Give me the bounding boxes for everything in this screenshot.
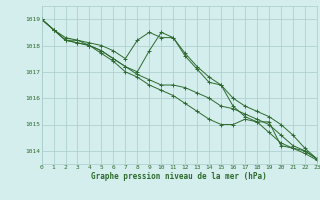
X-axis label: Graphe pression niveau de la mer (hPa): Graphe pression niveau de la mer (hPa) (91, 172, 267, 181)
